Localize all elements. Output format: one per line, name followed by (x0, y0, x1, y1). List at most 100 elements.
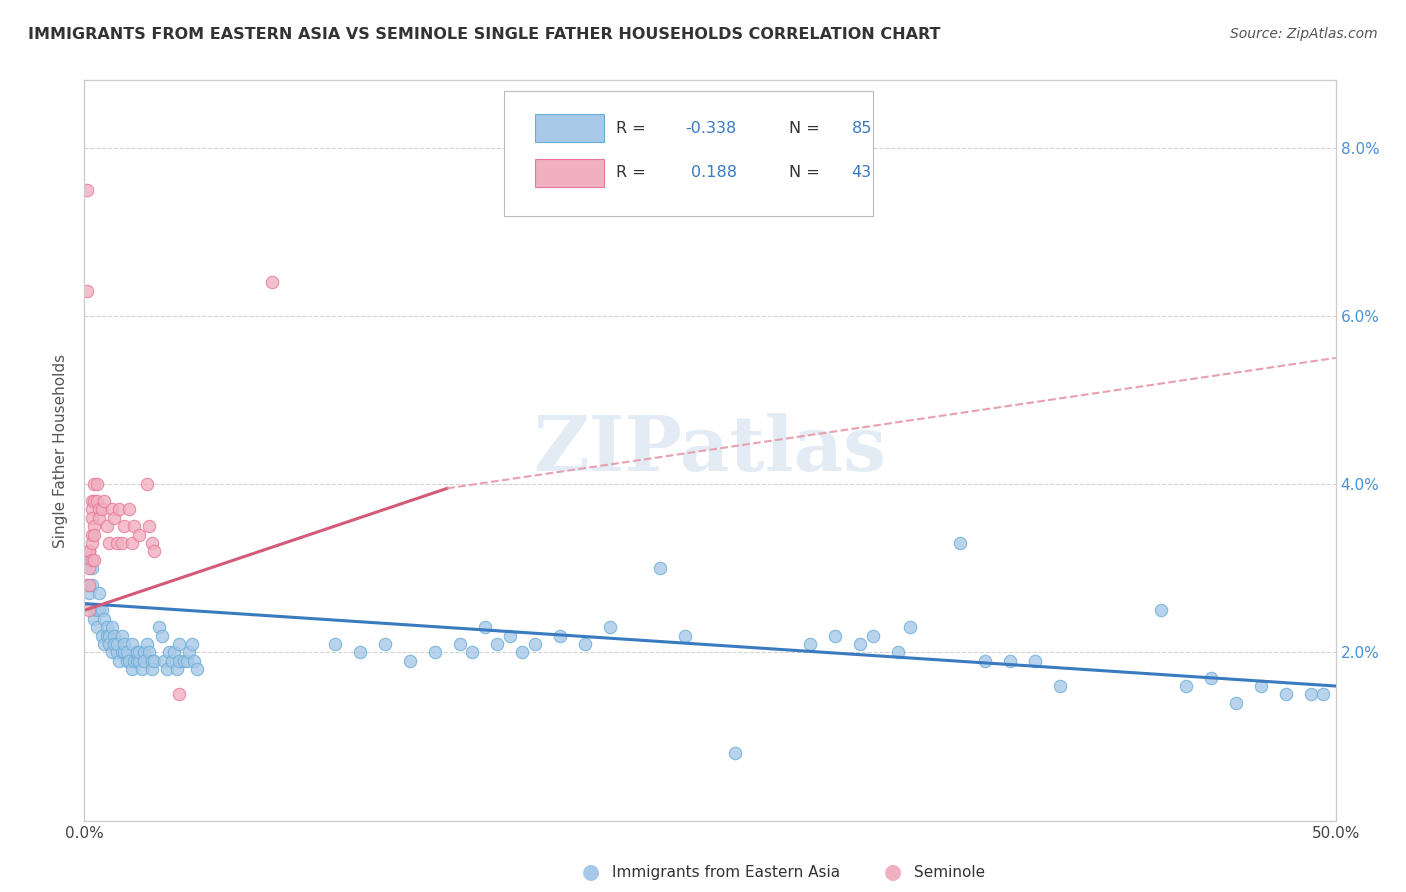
Point (849, 637, 872, 651)
Point (79, 544, 101, 558)
Point (79, 544, 101, 558)
Text: 0.188: 0.188 (692, 165, 737, 180)
Point (90, 603, 112, 617)
Point (79, 586, 101, 600)
Point (824, 628, 846, 642)
Point (108, 502, 131, 516)
Point (398, 654, 420, 668)
Point (141, 654, 163, 668)
Point (83, 603, 105, 617)
Point (887, 645, 910, 659)
Point (134, 654, 156, 668)
Point (83, 519, 105, 533)
Point (83, 477, 105, 491)
Point (1274, 688, 1296, 702)
Point (93, 612, 115, 626)
Point (79, 578, 101, 592)
Point (163, 645, 186, 659)
Bar (534, 114, 603, 143)
Point (134, 645, 156, 659)
Point (103, 510, 125, 524)
Point (166, 662, 188, 676)
Point (115, 654, 138, 668)
Point (121, 637, 143, 651)
Bar (534, 159, 603, 187)
Point (523, 637, 546, 651)
Point (93, 637, 115, 651)
Point (1049, 679, 1071, 693)
Text: Seminole: Seminole (914, 865, 986, 880)
Text: 43: 43 (852, 165, 872, 180)
Point (724, 747, 747, 761)
Point (1250, 679, 1272, 693)
Point (449, 637, 471, 651)
Point (153, 654, 176, 668)
Point (323, 637, 346, 651)
Point (86, 603, 108, 617)
Point (125, 645, 148, 659)
Point (105, 637, 128, 651)
Point (160, 654, 183, 668)
Point (181, 637, 204, 651)
Point (76, 183, 98, 197)
Point (118, 654, 141, 668)
Point (80, 502, 103, 516)
Point (124, 654, 146, 668)
Point (101, 620, 124, 634)
Point (138, 519, 160, 533)
Point (86, 620, 108, 634)
Point (141, 662, 163, 676)
Point (86, 477, 108, 491)
Text: IMMIGRANTS FROM EASTERN ASIA VS SEMINOLE SINGLE FATHER HOUSEHOLDS CORRELATION CH: IMMIGRANTS FROM EASTERN ASIA VS SEMINOLE… (28, 27, 941, 42)
Point (112, 519, 135, 533)
Point (103, 637, 125, 651)
Point (111, 645, 134, 659)
Text: Source: ZipAtlas.com: Source: ZipAtlas.com (1230, 27, 1378, 41)
Point (124, 519, 146, 533)
Point (486, 637, 509, 651)
Text: N =: N = (789, 165, 825, 180)
Point (1174, 679, 1197, 693)
Point (156, 662, 179, 676)
Point (143, 654, 166, 668)
Point (1299, 688, 1322, 702)
Point (1225, 696, 1247, 710)
Point (79, 561, 101, 575)
Point (96, 620, 118, 634)
Text: ●: ● (884, 863, 901, 882)
Point (121, 662, 143, 676)
Point (80, 578, 103, 592)
Point (112, 645, 135, 659)
Point (974, 654, 997, 668)
Point (1312, 688, 1334, 702)
Point (186, 662, 208, 676)
Point (183, 654, 205, 668)
Text: N =: N = (789, 121, 825, 136)
Point (1000, 654, 1022, 668)
Point (121, 536, 143, 550)
Point (80, 536, 103, 550)
Point (101, 645, 124, 659)
Point (374, 637, 396, 651)
Point (173, 654, 195, 668)
Point (80, 561, 103, 575)
Point (98, 628, 121, 642)
Point (138, 645, 160, 659)
Point (79, 544, 101, 558)
Point (108, 654, 131, 668)
Point (169, 688, 191, 702)
Point (949, 536, 972, 550)
Point (80, 527, 103, 541)
Point (83, 553, 105, 567)
Point (76, 578, 98, 592)
Point (474, 620, 496, 634)
Point (159, 645, 181, 659)
Point (96, 628, 118, 642)
Point (111, 628, 134, 642)
Point (96, 519, 118, 533)
Point (90, 502, 112, 516)
Point (461, 645, 484, 659)
Point (105, 645, 128, 659)
Point (262, 275, 284, 289)
Point (148, 620, 170, 634)
